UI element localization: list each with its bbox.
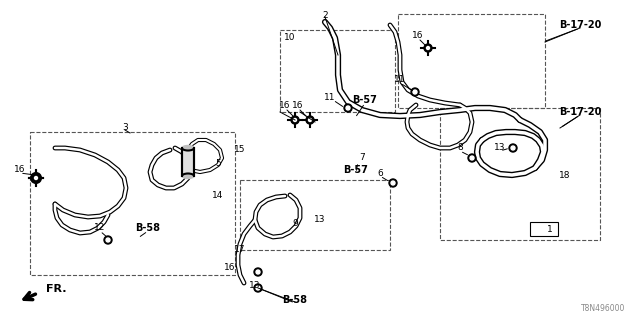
Circle shape <box>411 88 419 96</box>
Circle shape <box>346 106 350 110</box>
Text: 13: 13 <box>249 281 260 290</box>
Bar <box>398 14 545 108</box>
Text: T8N496000: T8N496000 <box>580 304 625 313</box>
Circle shape <box>389 179 397 187</box>
Bar <box>30 132 235 275</box>
Bar <box>530 222 558 236</box>
Text: 11: 11 <box>324 93 336 102</box>
Ellipse shape <box>182 173 194 179</box>
Bar <box>440 108 600 240</box>
Text: 18: 18 <box>559 171 571 180</box>
Text: 13: 13 <box>314 215 326 225</box>
Circle shape <box>426 46 429 50</box>
Circle shape <box>294 118 296 122</box>
Circle shape <box>256 270 260 274</box>
Text: B-17-20: B-17-20 <box>559 107 601 117</box>
Circle shape <box>413 90 417 94</box>
Text: 7: 7 <box>359 154 365 163</box>
Circle shape <box>35 177 38 180</box>
Text: 5: 5 <box>215 158 221 167</box>
Text: 15: 15 <box>234 146 246 155</box>
Circle shape <box>424 44 432 52</box>
Circle shape <box>511 146 515 150</box>
Text: 9: 9 <box>292 219 298 228</box>
Bar <box>182 148 194 176</box>
Text: B-58: B-58 <box>136 223 161 233</box>
Circle shape <box>106 238 110 242</box>
Circle shape <box>256 286 260 290</box>
Circle shape <box>306 116 314 124</box>
Text: 8: 8 <box>457 143 463 153</box>
Circle shape <box>254 284 262 292</box>
Text: 17: 17 <box>234 245 246 254</box>
Text: B-57: B-57 <box>353 95 378 105</box>
Text: 12: 12 <box>94 223 106 233</box>
Text: FR.: FR. <box>46 284 67 294</box>
Circle shape <box>391 181 395 185</box>
Text: 1: 1 <box>547 226 553 235</box>
Text: 3: 3 <box>122 124 128 132</box>
Text: 16: 16 <box>14 165 26 174</box>
Text: 16: 16 <box>279 100 291 109</box>
Text: 16: 16 <box>224 263 236 273</box>
Circle shape <box>254 268 262 276</box>
Text: 11: 11 <box>394 76 406 84</box>
Circle shape <box>32 174 40 182</box>
Text: B-58: B-58 <box>282 295 307 305</box>
Circle shape <box>509 144 517 152</box>
Circle shape <box>291 116 299 124</box>
Text: 16: 16 <box>412 30 424 39</box>
Circle shape <box>470 156 474 160</box>
Text: 10: 10 <box>284 34 296 43</box>
Text: 13: 13 <box>494 143 506 153</box>
Text: 14: 14 <box>212 190 224 199</box>
Text: 16: 16 <box>292 100 304 109</box>
Bar <box>240 180 390 250</box>
Text: 2: 2 <box>322 11 328 20</box>
Text: B-57: B-57 <box>344 165 369 175</box>
Circle shape <box>308 118 312 122</box>
Bar <box>280 30 395 112</box>
Text: B-17-20: B-17-20 <box>559 20 601 30</box>
Circle shape <box>468 154 476 162</box>
Circle shape <box>344 104 352 112</box>
Text: 6: 6 <box>377 169 383 178</box>
Circle shape <box>104 236 112 244</box>
Ellipse shape <box>182 146 194 150</box>
